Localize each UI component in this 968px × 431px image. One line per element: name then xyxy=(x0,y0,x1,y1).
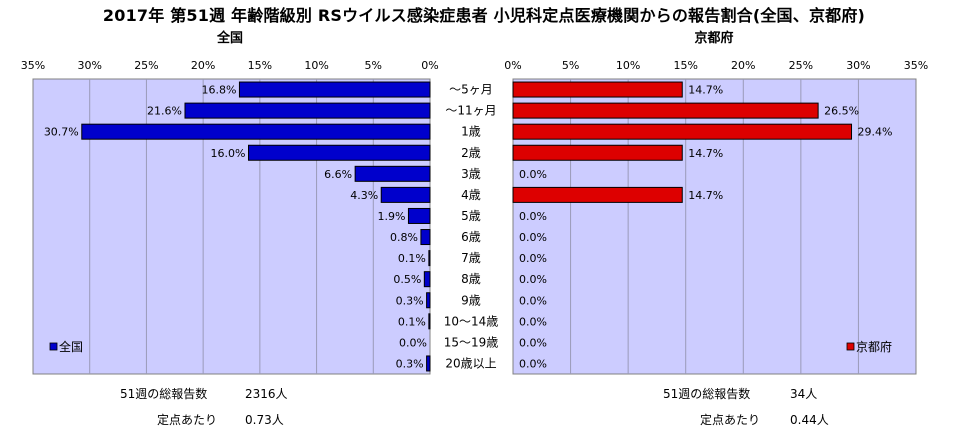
national-data-label: 0.3% xyxy=(396,357,424,370)
kyoto-data-label: 0.0% xyxy=(519,336,547,349)
national-bar xyxy=(426,355,431,372)
kyoto-legend-label: 京都府 xyxy=(856,339,892,354)
kyoto-bar xyxy=(512,81,683,98)
age-group-label: 6歳 xyxy=(461,230,481,244)
kyoto-per-site-label: 定点あたり xyxy=(700,413,761,427)
national-data-label: 4.3% xyxy=(350,189,378,202)
national-bar xyxy=(428,313,431,330)
kyoto-data-label: 14.7% xyxy=(688,84,723,97)
national-bar xyxy=(380,186,431,203)
kyoto-bar xyxy=(512,144,683,161)
national-plot-area xyxy=(32,78,431,375)
kyoto-data-label: 0.0% xyxy=(519,252,547,265)
kyoto-panel-title: 京都府 xyxy=(694,30,733,46)
kyoto-data-label: 29.4% xyxy=(858,126,893,139)
national-per-site-value: 0.73人 xyxy=(245,413,284,427)
kyoto-x-tick-label: 5% xyxy=(562,59,579,72)
kyoto-data-label: 14.7% xyxy=(688,189,723,202)
national-total-reports-value: 2316人 xyxy=(245,387,288,401)
age-group-label: 8歳 xyxy=(461,272,481,286)
national-data-label: 0.1% xyxy=(398,315,426,328)
kyoto-per-site-value: 0.44人 xyxy=(790,413,829,427)
national-data-label: 0.1% xyxy=(398,252,426,265)
national-data-label: 0.0% xyxy=(399,336,427,349)
kyoto-x-tick-label: 30% xyxy=(846,59,870,72)
national-x-tick-label: 25% xyxy=(134,59,158,72)
age-group-label: ～5ヶ月 xyxy=(449,83,493,97)
age-group-label: 9歳 xyxy=(461,293,481,307)
national-bar xyxy=(238,81,431,98)
national-x-tick-label: 20% xyxy=(191,59,215,72)
age-group-label: 1歳 xyxy=(461,125,481,139)
national-bar xyxy=(426,292,431,309)
national-x-tick-label: 30% xyxy=(77,59,101,72)
kyoto-data-label: 0.0% xyxy=(519,210,547,223)
national-bar xyxy=(184,102,431,119)
kyoto-total-reports-label: 51週の総報告数 xyxy=(663,387,751,401)
national-x-tick-label: 5% xyxy=(365,59,382,72)
kyoto-bar xyxy=(512,123,853,140)
national-per-site-label: 定点あたり xyxy=(157,413,218,427)
kyoto-bar xyxy=(512,102,819,119)
kyoto-x-tick-label: 10% xyxy=(616,59,640,72)
national-bar xyxy=(423,271,431,288)
national-data-label: 30.7% xyxy=(44,126,79,139)
national-bar xyxy=(248,144,431,161)
national-bar xyxy=(354,165,431,182)
chart-title: 2017年 第51週 年齢階級別 RSウイルス感染症患者 小児科定点医療機関から… xyxy=(102,6,866,25)
age-group-label: 2歳 xyxy=(461,146,481,160)
kyoto-total-reports-value: 34人 xyxy=(790,387,818,401)
national-x-tick-label: 15% xyxy=(248,59,272,72)
age-group-label: 4歳 xyxy=(461,188,481,202)
age-group-label: 5歳 xyxy=(461,209,481,223)
kyoto-data-label: 0.0% xyxy=(519,294,547,307)
kyoto-data-label: 0.0% xyxy=(519,315,547,328)
age-group-label: ～11ヶ月 xyxy=(445,104,496,118)
national-bar xyxy=(407,207,431,224)
kyoto-data-label: 0.0% xyxy=(519,357,547,370)
national-data-label: 0.3% xyxy=(396,294,424,307)
national-total-reports-label: 51週の総報告数 xyxy=(120,387,208,401)
national-data-label: 21.6% xyxy=(147,105,182,118)
age-group-label: 10～14歳 xyxy=(444,314,499,328)
kyoto-x-tick-label: 35% xyxy=(904,59,928,72)
national-data-label: 6.6% xyxy=(324,168,352,181)
national-x-tick-label: 0% xyxy=(421,59,438,72)
kyoto-x-tick-label: 20% xyxy=(731,59,755,72)
national-bar xyxy=(81,123,431,140)
kyoto-x-tick-label: 15% xyxy=(673,59,697,72)
age-group-label: 15～19歳 xyxy=(444,335,499,349)
national-legend-label: 全国 xyxy=(59,339,83,354)
kyoto-data-label: 0.0% xyxy=(519,168,547,181)
kyoto-bar xyxy=(512,186,683,203)
national-x-tick-label: 35% xyxy=(21,59,45,72)
national-data-label: 1.9% xyxy=(377,210,405,223)
kyoto-x-tick-label: 25% xyxy=(789,59,813,72)
kyoto-x-tick-label: 0% xyxy=(504,59,521,72)
kyoto-plot-area xyxy=(512,78,917,375)
kyoto-data-label: 26.5% xyxy=(824,105,859,118)
kyoto-data-label: 0.0% xyxy=(519,231,547,244)
national-panel-title: 全国 xyxy=(216,30,243,46)
national-data-label: 0.8% xyxy=(390,231,418,244)
national-legend-swatch xyxy=(49,342,58,351)
national-bar xyxy=(428,250,431,267)
national-data-label: 16.0% xyxy=(211,147,246,160)
national-data-label: 0.5% xyxy=(393,273,421,286)
kyoto-data-label: 0.0% xyxy=(519,273,547,286)
age-group-label: 3歳 xyxy=(461,167,481,181)
kyoto-data-label: 14.7% xyxy=(688,147,723,160)
kyoto-legend-swatch xyxy=(846,342,855,351)
age-group-label: 20歳以上 xyxy=(445,356,496,370)
national-x-tick-label: 10% xyxy=(304,59,328,72)
national-bar xyxy=(420,229,431,246)
age-group-label: 7歳 xyxy=(461,251,481,265)
national-data-label: 16.8% xyxy=(201,84,236,97)
